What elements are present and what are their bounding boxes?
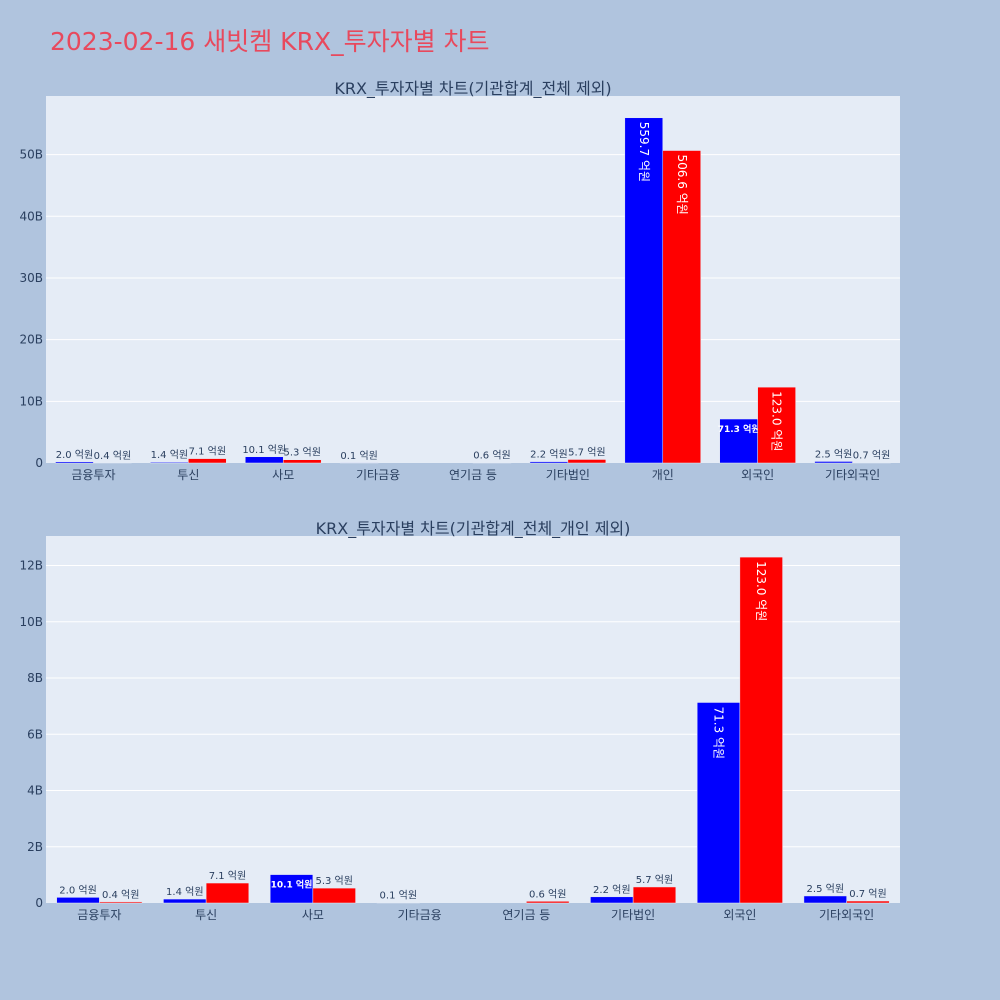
buy-bar bbox=[163, 898, 207, 904]
buy-bar bbox=[590, 896, 634, 904]
bar-value-label: 0.6 억원 bbox=[473, 450, 510, 462]
bar-value-label: 71.3 억원 bbox=[712, 706, 726, 759]
bar-value-label: 0.6 억원 bbox=[529, 888, 566, 900]
sell-bar bbox=[846, 900, 890, 904]
chart-title: KRX_투자자별 차트(기관합계_전체 제외) bbox=[334, 79, 611, 99]
buy-bar bbox=[245, 456, 284, 464]
bar-value-label: 506.6 억원 bbox=[675, 155, 689, 215]
buy-bar bbox=[56, 897, 100, 904]
bar-value-label: 2.2 억원 bbox=[530, 449, 567, 461]
y-tick-label: 10B bbox=[19, 394, 43, 408]
x-tick-label: 연기금 등 bbox=[449, 468, 497, 482]
y-tick-label: 6B bbox=[27, 727, 43, 741]
sell-bar bbox=[188, 458, 227, 464]
page-title: 2023-02-16 새빗켐 KRX_투자자별 차트 bbox=[50, 27, 490, 56]
bar-value-label: 123.0 억원 bbox=[770, 391, 784, 451]
bar-value-label: 0.4 억원 bbox=[94, 450, 131, 462]
x-tick-label: 사모 bbox=[302, 908, 324, 922]
bar-value-label: 7.1 억원 bbox=[189, 446, 226, 458]
bar-value-label: 7.1 억원 bbox=[209, 870, 246, 882]
bar-value-label: 5.3 억원 bbox=[315, 875, 352, 887]
bar-value-label: 5.7 억원 bbox=[636, 874, 673, 886]
sell-bar bbox=[757, 386, 796, 464]
sell-bar bbox=[526, 901, 570, 904]
y-tick-label: 0 bbox=[35, 456, 43, 470]
x-tick-label: 투신 bbox=[195, 908, 217, 922]
chart-bottom: KRX_투자자별 차트(기관합계_전체_개인 제외) 0 2B 4B 6B 8B 10B 12… bbox=[19, 519, 900, 922]
buy-bar bbox=[55, 461, 94, 464]
x-tick-label: 금융투자 bbox=[71, 468, 115, 482]
buy-bar bbox=[814, 461, 853, 464]
x-tick-label: 외국인 bbox=[723, 908, 756, 922]
y-tick-label: 10B bbox=[19, 615, 43, 629]
bar-value-label: 10.1 억원 bbox=[242, 444, 286, 456]
y-tick-label: 50B bbox=[19, 148, 43, 162]
bar-value-label: 0.1 억원 bbox=[340, 450, 377, 462]
bar-value-label: 2.5 억원 bbox=[815, 448, 852, 460]
buy-bar bbox=[696, 702, 741, 904]
bar-value-label: 2.2 억원 bbox=[593, 884, 630, 896]
x-tick-label: 기타금융 bbox=[398, 908, 442, 922]
bar-value-label: 0.1 억원 bbox=[380, 890, 417, 902]
x-tick-label: 연기금 등 bbox=[502, 908, 550, 922]
x-tick-label: 금융투자 bbox=[77, 908, 121, 922]
x-tick-label: 기타금융 bbox=[356, 468, 400, 482]
chart-title: KRX_투자자별 차트(기관합계_전체_개인 제외) bbox=[316, 519, 631, 539]
x-tick-label: 기타외국인 bbox=[825, 468, 880, 482]
chart-top: KRX_투자자별 차트(기관합계_전체 제외) 0 10B 20B 30B 40B 50B 금… bbox=[19, 79, 900, 482]
bar-value-label: 0.7 억원 bbox=[853, 450, 890, 462]
y-tick-label: 40B bbox=[19, 209, 43, 223]
sell-bar bbox=[632, 886, 677, 904]
y-tick-label: 0 bbox=[35, 896, 43, 910]
bar-value-label: 2.0 억원 bbox=[59, 884, 96, 896]
x-tick-label: 개인 bbox=[652, 468, 674, 482]
sell-bar bbox=[662, 150, 701, 464]
y-tick-label: 12B bbox=[19, 559, 43, 573]
sell-bar bbox=[567, 459, 607, 464]
x-tick-label: 기타외국인 bbox=[819, 908, 874, 922]
y-tick-label: 30B bbox=[19, 271, 43, 285]
bar-value-label: 559.7 억원 bbox=[637, 122, 651, 182]
sell-bar bbox=[99, 901, 143, 904]
x-tick-label: 투신 bbox=[177, 468, 199, 482]
x-tick-label: 기타법인 bbox=[546, 468, 590, 482]
buy-bar bbox=[624, 117, 664, 464]
sell-bar bbox=[205, 882, 250, 904]
bar-value-label: 0.4 억원 bbox=[102, 889, 139, 901]
bar-value-label: 2.5 억원 bbox=[807, 883, 844, 895]
y-tick-label: 8B bbox=[27, 671, 43, 685]
bar-value-label: 1.4 억원 bbox=[151, 449, 188, 461]
bar-value-label: 10.1 억원 bbox=[271, 879, 313, 891]
bar-value-label: 1.4 억원 bbox=[166, 886, 203, 898]
buy-bar bbox=[150, 461, 189, 464]
bar-value-label: 0.7 억원 bbox=[849, 888, 886, 900]
bar-value-label: 71.3 억원 bbox=[718, 423, 760, 435]
sell-bar bbox=[739, 556, 783, 904]
x-tick-label: 사모 bbox=[272, 468, 294, 482]
y-tick-label: 4B bbox=[27, 784, 43, 798]
sell-bar bbox=[282, 459, 322, 464]
bar-value-label: 5.3 억원 bbox=[283, 447, 320, 459]
bar-value-label: 123.0 억원 bbox=[754, 561, 768, 621]
y-tick-label: 2B bbox=[27, 840, 43, 854]
bar-value-label: 2.0 억원 bbox=[56, 449, 93, 461]
buy-bar bbox=[529, 461, 569, 464]
x-tick-label: 기타법인 bbox=[611, 908, 655, 922]
x-tick-label: 외국인 bbox=[741, 468, 774, 482]
sell-bar bbox=[312, 887, 356, 904]
y-tick-label: 20B bbox=[19, 333, 43, 347]
bar-value-label: 5.7 억원 bbox=[568, 446, 605, 458]
buy-bar bbox=[803, 895, 847, 904]
